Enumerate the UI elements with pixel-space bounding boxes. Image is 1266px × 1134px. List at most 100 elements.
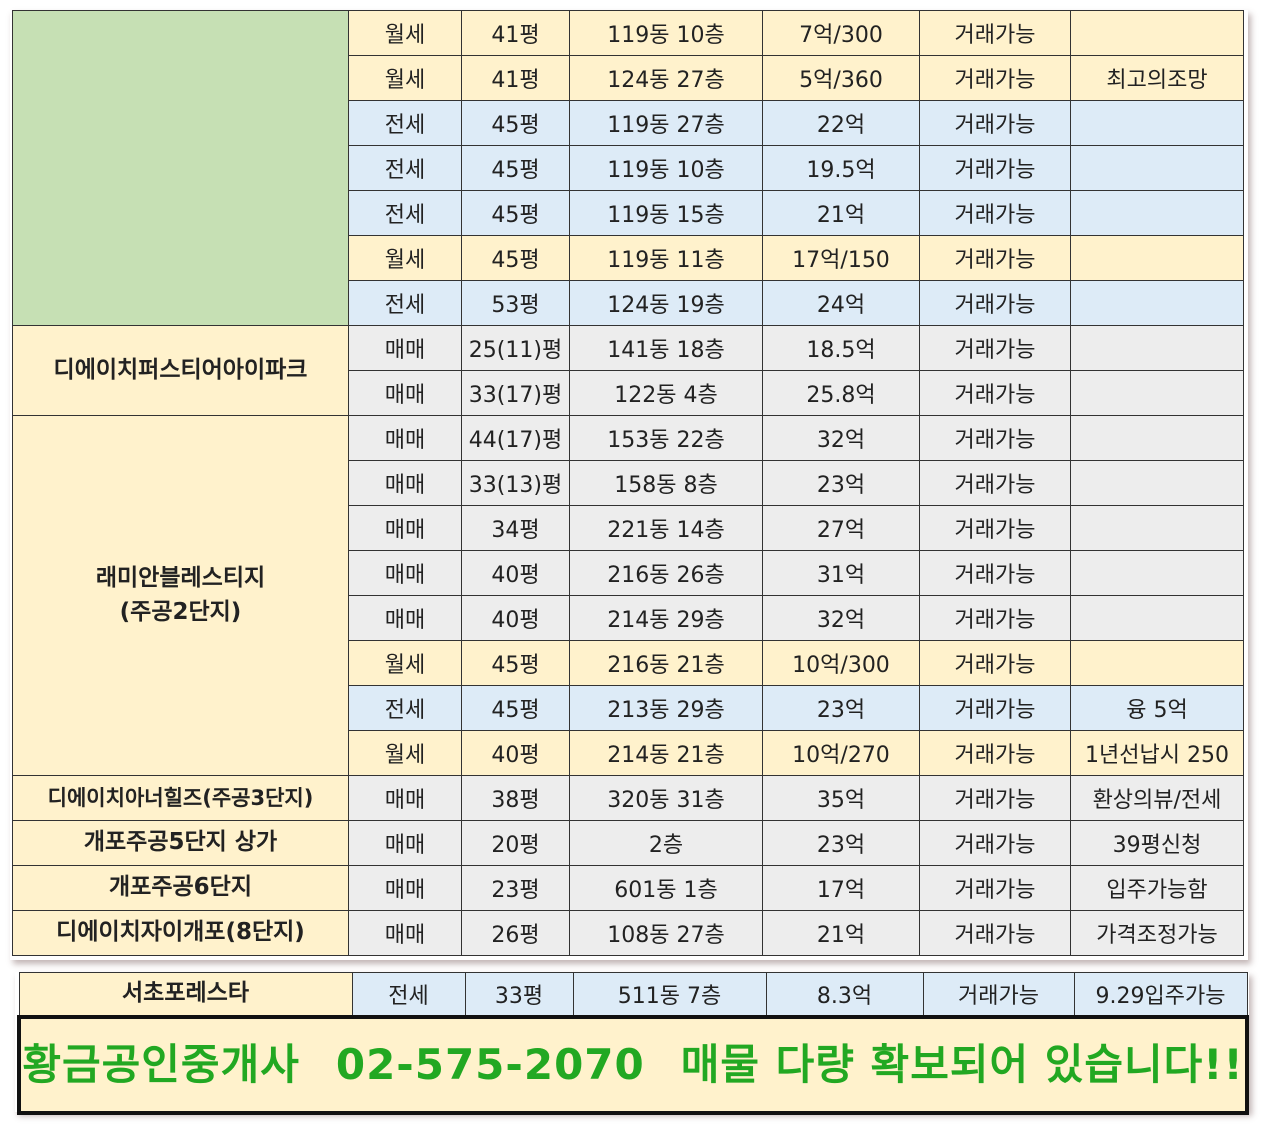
price: 17억: [762, 865, 920, 911]
note: [1070, 550, 1244, 596]
unit: 119동 10층: [569, 145, 763, 191]
status: 거래가능: [919, 235, 1071, 281]
area: 40평: [461, 595, 570, 641]
deal-type: 매매: [348, 460, 462, 506]
listing-table: 월세 41평 119동 10층 7억/300 거래가능 월세 41평 124동 …: [12, 10, 1244, 956]
complex-name: 디에이치퍼스티어아이파크: [12, 325, 349, 416]
deal-type: 월세: [348, 730, 462, 776]
note: [1070, 10, 1244, 56]
price: 23억: [762, 685, 920, 731]
deal-type: 월세: [348, 235, 462, 281]
deal-type: 매매: [348, 595, 462, 641]
status: 거래가능: [919, 910, 1071, 956]
table-row: 매매 33(17)평 122동 4층 25.8억 거래가능: [13, 370, 1244, 416]
status: 거래가능: [922, 972, 1075, 1017]
status: 거래가능: [919, 685, 1071, 731]
table-row: 매매 33(13)평 158동 8층 23억 거래가능: [13, 460, 1244, 506]
price: 31억: [762, 550, 920, 596]
price: 7억/300: [762, 10, 920, 56]
deal-type: 매매: [348, 325, 462, 371]
table-row: 디에이치자이개포(8단지) 매매 26평 108동 27층 21억 거래가능 가…: [12, 910, 1244, 956]
unit: 119동 15층: [569, 190, 763, 236]
table-row: 전세 45평 119동 10층 19.5억 거래가능: [13, 145, 1244, 191]
area: 23평: [461, 865, 570, 911]
deal-type: 매매: [348, 505, 462, 551]
price: 23억: [762, 460, 920, 506]
deal-type: 매매: [348, 775, 462, 821]
note: 환상의뷰/전세: [1070, 775, 1244, 821]
note: [1070, 235, 1244, 281]
unit: 221동 14층: [569, 505, 763, 551]
price: 32억: [762, 595, 920, 641]
unit: 119동 10층: [569, 10, 763, 56]
price: 27억: [762, 505, 920, 551]
unit: 601동 1층: [569, 865, 763, 911]
status: 거래가능: [919, 460, 1071, 506]
unit: 124동 27층: [569, 55, 763, 101]
note: 1년선납시 250: [1070, 730, 1244, 776]
status: 거래가능: [919, 775, 1071, 821]
complex-name-raemian: 래미안블레스티지 (주공2단지): [12, 415, 349, 776]
complex-name: 개포주공6단지: [12, 865, 349, 911]
table-row: 전세 53평 124동 19층 24억 거래가능: [13, 280, 1244, 326]
status: 거래가능: [919, 820, 1071, 866]
extra-listing-sheet: 서초포레스타 전세 33평 511동 7층 8.3억 거래가능 9.29입주가능…: [15, 972, 1249, 1115]
unit: 214동 21층: [569, 730, 763, 776]
area: 33평: [464, 972, 574, 1017]
unit: 141동 18층: [569, 325, 763, 371]
status: 거래가능: [919, 640, 1071, 686]
status: 거래가능: [919, 370, 1071, 416]
area: 41평: [461, 55, 570, 101]
area: 45평: [461, 640, 570, 686]
status: 거래가능: [919, 505, 1071, 551]
table-row: 월세 41평 119동 10층 7억/300 거래가능: [12, 10, 1244, 326]
table-row: 전세 45평 213동 29층 23억 거래가능 융 5억: [13, 685, 1244, 731]
table-row: 전세 45평 119동 15층 21억 거래가능: [13, 190, 1244, 236]
table-row: 월세 41평 124동 27층 5억/360 거래가능 최고의조망: [13, 55, 1244, 101]
note: [1070, 370, 1244, 416]
complex-name: 서초포레스타: [18, 972, 353, 1017]
unit: 2층: [569, 820, 763, 866]
area: 45평: [461, 685, 570, 731]
note: [1070, 145, 1244, 191]
status: 거래가능: [919, 280, 1071, 326]
area: 45평: [461, 190, 570, 236]
area: 41평: [461, 10, 570, 56]
table-row: 월세 45평 216동 21층 10억/300 거래가능: [13, 640, 1244, 686]
status: 거래가능: [919, 415, 1071, 461]
deal-type: 전세: [348, 100, 462, 146]
unit: 216동 21층: [569, 640, 763, 686]
unit: 216동 26층: [569, 550, 763, 596]
note: 입주가능함: [1070, 865, 1244, 911]
unit: 119동 27층: [569, 100, 763, 146]
deal-type: 전세: [351, 972, 466, 1017]
price: 35억: [762, 775, 920, 821]
listing-sheet: 월세 41평 119동 10층 7억/300 거래가능 월세 41평 124동 …: [10, 10, 1248, 960]
status: 거래가능: [919, 190, 1071, 236]
area: 45평: [461, 100, 570, 146]
banner-message: 매물 다량 확보되어 있습니다!!: [680, 1039, 1244, 1089]
price: 19.5억: [762, 145, 920, 191]
area: 33(17)평: [461, 370, 570, 416]
deal-type: 매매: [348, 415, 462, 461]
area: 44(17)평: [461, 415, 570, 461]
table-row: 개포주공6단지 매매 23평 601동 1층 17억 거래가능 입주가능함: [12, 865, 1244, 911]
note: [1070, 595, 1244, 641]
unit: 320동 31층: [569, 775, 763, 821]
area: 38평: [461, 775, 570, 821]
table-row: 매매 34평 221동 14층 27억 거래가능: [13, 505, 1244, 551]
status: 거래가능: [919, 55, 1071, 101]
price: 5억/360: [762, 55, 920, 101]
status: 거래가능: [919, 145, 1071, 191]
area: 34평: [461, 505, 570, 551]
price: 23억: [762, 820, 920, 866]
deal-type: 전세: [348, 190, 462, 236]
table-row: 전세 45평 119동 27층 22억 거래가능: [13, 100, 1244, 146]
unit: 124동 19층: [569, 280, 763, 326]
deal-type: 전세: [348, 280, 462, 326]
area: 53평: [461, 280, 570, 326]
unit: 511동 7층: [572, 972, 767, 1017]
status: 거래가능: [919, 10, 1071, 56]
table-row: 월세 40평 214동 21층 10억/270 거래가능 1년선납시 250: [13, 730, 1244, 776]
note: 가격조정가능: [1070, 910, 1244, 956]
